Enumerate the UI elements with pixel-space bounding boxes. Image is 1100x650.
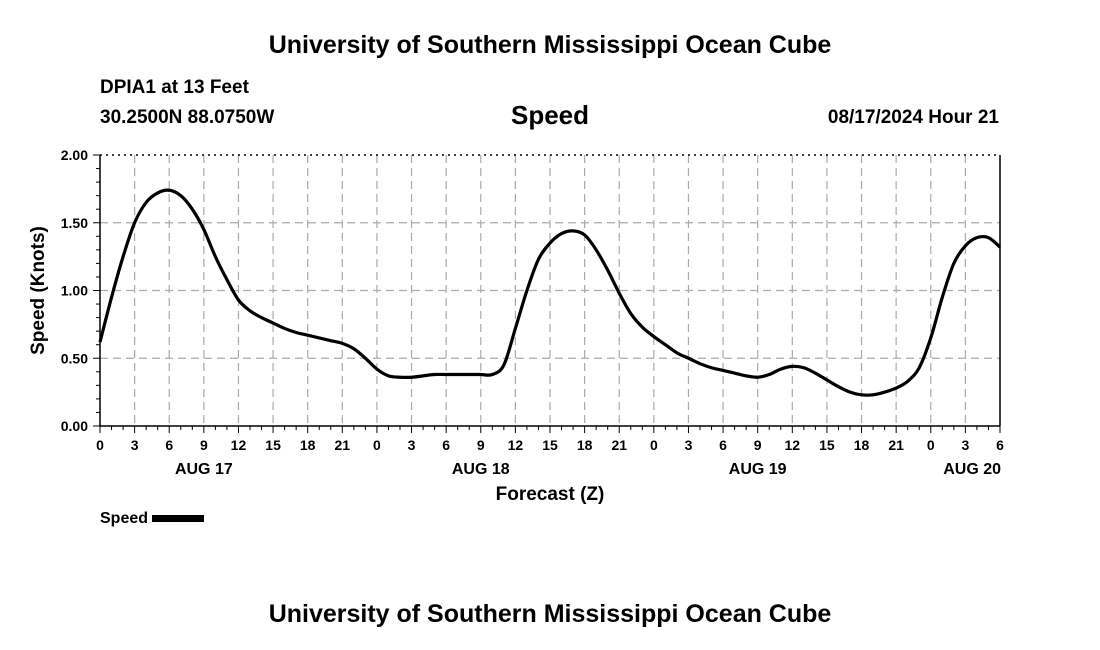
chart-title: Speed [510, 100, 590, 130]
legend: Speed [100, 510, 205, 528]
x-tick-label: 9 [200, 437, 208, 453]
x-tick-label: 12 [508, 437, 524, 453]
station-label: DPIA1 at 13 Feet [100, 77, 249, 98]
x-tick-label: 18 [854, 437, 870, 453]
x-tick-label: 15 [265, 437, 281, 453]
x-tick-label: 12 [785, 437, 801, 453]
y-tick-label: 0.00 [61, 418, 88, 434]
x-axis-label: Forecast (Z) [496, 484, 605, 505]
x-tick-label: 6 [442, 437, 450, 453]
x-tick-label: 3 [961, 437, 969, 453]
x-tick-label: 3 [408, 437, 416, 453]
x-tick-label: 3 [131, 437, 139, 453]
x-day-label: AUG 19 [729, 461, 787, 478]
x-tick-label: 0 [650, 437, 658, 453]
x-tick-label: 15 [542, 437, 558, 453]
x-tick-label: 18 [577, 437, 593, 453]
x-tick-label: 0 [96, 437, 104, 453]
x-tick-label: 12 [231, 437, 247, 453]
page-title: University of Southern Mississippi Ocean… [268, 31, 832, 59]
x-day-label: AUG 18 [452, 461, 510, 478]
x-tick-label: 6 [165, 437, 173, 453]
y-tick-label: 2.00 [61, 147, 88, 163]
x-tick-label: 9 [477, 437, 485, 453]
x-tick-label: 0 [927, 437, 935, 453]
x-day-label: AUG 20 [943, 461, 1001, 478]
x-tick-label: 6 [996, 437, 1004, 453]
legend-label: Speed [100, 510, 149, 527]
y-axis-label: Speed (Knots) [28, 226, 49, 355]
y-tick-label: 1.00 [61, 283, 88, 299]
x-tick-label: 21 [888, 437, 904, 453]
x-tick-label: 9 [754, 437, 762, 453]
x-tick-label: 15 [819, 437, 835, 453]
x-tick-label: 18 [300, 437, 316, 453]
x-tick-label: 21 [611, 437, 627, 453]
x-tick-label: 0 [373, 437, 381, 453]
x-tick-label: 21 [335, 437, 351, 453]
station-coordinates: 30.2500N 88.0750W [100, 107, 275, 128]
x-tick-label: 6 [719, 437, 727, 453]
legend-line-swatch [152, 515, 205, 523]
series-line-speed [98, 188, 1002, 397]
footer-title: University of Southern Mississippi Ocean… [268, 600, 832, 628]
y-tick-label: 0.50 [61, 350, 88, 366]
x-day-label: AUG 17 [175, 461, 233, 478]
run-time: 08/17/2024 Hour 21 [827, 107, 999, 128]
y-tick-label: 1.50 [61, 215, 88, 231]
x-tick-label: 3 [685, 437, 693, 453]
